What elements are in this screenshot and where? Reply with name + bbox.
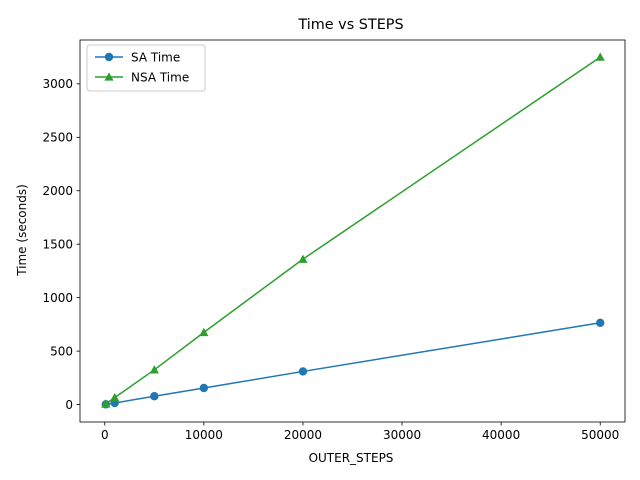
data-point-nsa-time [110,393,120,402]
chart-title: Time vs STEPS [297,17,403,33]
legend: SA Time NSA Time [86,44,206,92]
data-point-nsa-time [101,399,111,408]
series-line-nsa-time [105,56,601,405]
x-tick-label: 40000 [482,428,520,442]
legend-entry-nsa-time: NSA Time [95,70,189,84]
data-point-sa-time [150,392,159,401]
y-tick-label: 2000 [42,184,73,198]
data-point-sa-time [199,383,209,393]
series-sa-time [101,318,605,409]
legend-entry-sa-time: SA Time [95,50,180,64]
legend-swatch-marker [104,52,114,62]
axes-frame [79,39,626,423]
y-axis-label: Time (seconds) [15,184,29,277]
x-tick-label: 10000 [185,428,223,442]
legend-label: NSA Time [131,70,189,84]
y-tick-label: 3000 [42,77,73,91]
legend-swatch-marker [104,72,114,81]
series-nsa-time [101,52,605,408]
x-tick-label: 20000 [284,428,322,442]
series-line-sa-time [105,322,601,406]
legend-label: SA Time [131,50,180,64]
data-point-sa-time [596,318,605,327]
x-tick-label: 30000 [383,428,421,442]
y-tick-label: 1500 [42,237,73,251]
data-point-nsa-time [298,254,308,263]
x-tick-label: 0 [101,428,109,442]
x-tick-label: 50000 [581,428,619,442]
y-tick-label: 0 [65,398,73,412]
data-point-nsa-time [149,365,159,374]
x-axis-label: OUTER_STEPS [309,451,394,465]
data-point-nsa-time [199,327,209,337]
axes: 0 10000 20000 30000 40000 50000 0 500 1000 1500 20… [42,39,626,442]
data-point-sa-time [298,367,308,376]
y-tick-label: 500 [50,344,73,358]
data-point-nsa-time [595,52,605,61]
plot-area [101,52,605,409]
y-tick-label: 1000 [42,291,73,305]
y-tick-label: 2500 [42,130,73,144]
